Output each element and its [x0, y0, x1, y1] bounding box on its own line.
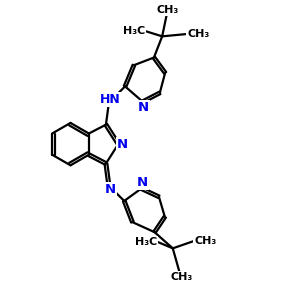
Text: N: N — [136, 176, 148, 189]
Text: H₃C: H₃C — [135, 237, 158, 247]
Text: N: N — [138, 101, 149, 114]
Text: H₃C: H₃C — [123, 26, 145, 36]
Text: CH₃: CH₃ — [157, 5, 179, 15]
Text: HN: HN — [100, 93, 121, 106]
Text: CH₃: CH₃ — [170, 272, 193, 282]
Text: CH₃: CH₃ — [194, 236, 216, 246]
Text: N: N — [104, 183, 116, 196]
Text: CH₃: CH₃ — [187, 29, 209, 39]
Text: N: N — [117, 138, 128, 151]
